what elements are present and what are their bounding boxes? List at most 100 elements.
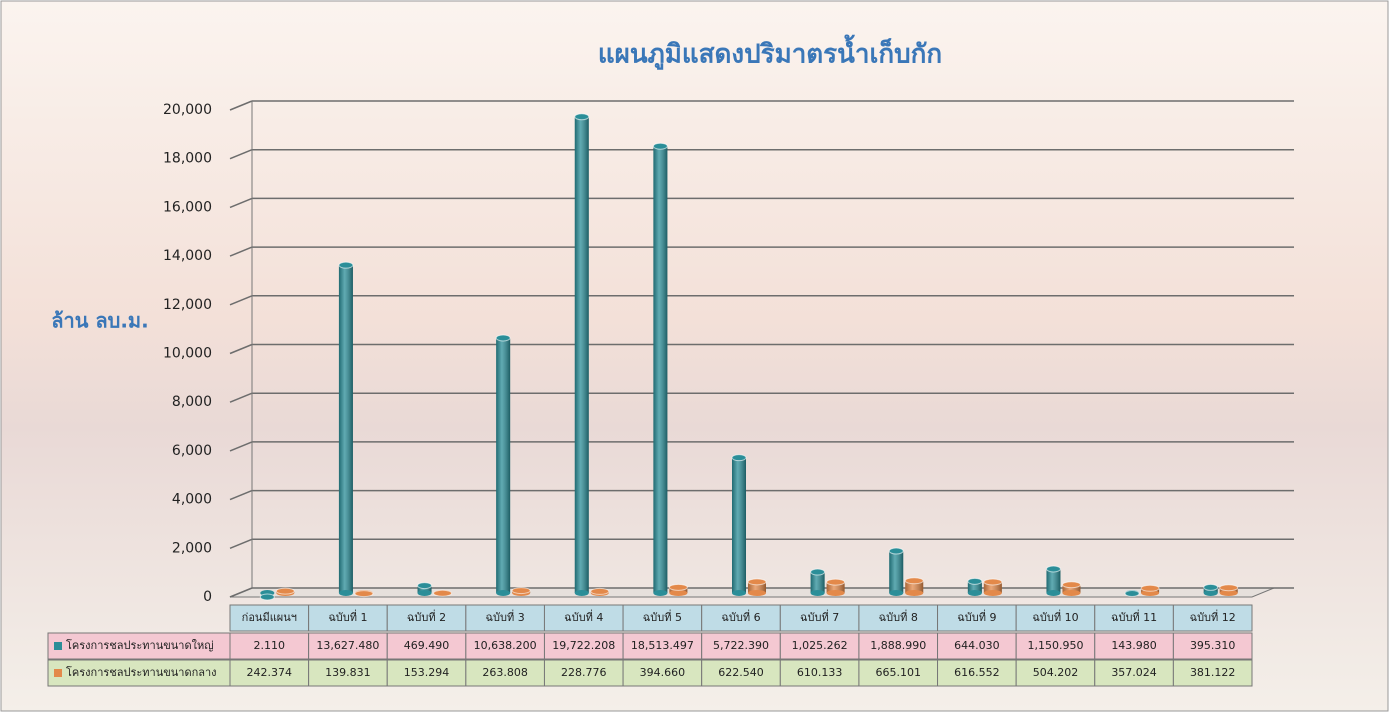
data-label: 153.294 (404, 666, 450, 679)
bar-top (276, 588, 294, 594)
bar-top (339, 262, 353, 268)
data-label: 610.133 (797, 666, 843, 679)
x-tick-label: ฉบับที่ 3 (486, 609, 525, 624)
bar-top (732, 455, 746, 461)
x-tick-label: ฉบับที่ 4 (564, 609, 603, 624)
bar-top (575, 114, 589, 120)
bar-top (512, 588, 530, 594)
data-label: 143.980 (1111, 639, 1157, 652)
bar-top (1204, 584, 1218, 590)
bar-top (748, 579, 766, 585)
x-tick-label: ฉบับที่ 6 (721, 609, 760, 624)
x-tick-label: ฉบับที่ 1 (328, 609, 367, 624)
data-label: 644.030 (954, 639, 1000, 652)
x-tick-label: ฉบับที่ 10 (1032, 609, 1078, 624)
x-tick-label: ฉบับที่ 5 (643, 609, 682, 624)
data-label: 394.660 (640, 666, 686, 679)
data-label: 622.540 (718, 666, 764, 679)
legend-swatch (54, 642, 62, 650)
x-tick-label: ฉบับที่ 8 (879, 609, 918, 624)
x-tick-label: ฉบับที่ 9 (957, 609, 996, 624)
y-tick-label: 16,000 (163, 199, 212, 215)
legend-label: โครงการชลประทานขนาดใหญ่ (66, 638, 214, 652)
bar-shade (889, 551, 903, 593)
data-label: 504.202 (1033, 666, 1079, 679)
data-label: 18,513.497 (631, 639, 694, 652)
data-label: 139.831 (325, 666, 371, 679)
bar-base (748, 590, 766, 596)
data-label: 263.808 (482, 666, 528, 679)
bar-top (1046, 566, 1060, 572)
y-tick-label: 8,000 (172, 394, 212, 410)
y-tick-label: 14,000 (163, 248, 212, 264)
data-label: 469.490 (404, 639, 450, 652)
bar-base (575, 590, 589, 596)
bar-top (827, 579, 845, 585)
bar-base (1062, 590, 1080, 596)
data-label: 10,638.200 (474, 639, 537, 652)
bar-top (968, 578, 982, 584)
chart-title: แผนภูมิแสดงปริมาตรน้ำเก็บกัก (598, 34, 942, 71)
bar-top (355, 591, 373, 597)
data-label: 1,888.990 (870, 639, 926, 652)
bar-base (968, 590, 982, 596)
data-label: 381.122 (1190, 666, 1236, 679)
bar-top (418, 583, 432, 589)
y-tick-label: 0 (203, 589, 212, 605)
y-axis-label: ล้าน ลบ.ม. (51, 309, 148, 333)
legend-label: โครงการชลประทานขนาดกลาง (66, 665, 217, 679)
data-label: 2.110 (254, 639, 286, 652)
bar-top (811, 569, 825, 575)
bar-base (811, 590, 825, 596)
bar-top (1141, 585, 1159, 591)
y-tick-label: 12,000 (163, 297, 212, 313)
y-tick-label: 10,000 (163, 346, 212, 362)
legend-swatch (54, 669, 62, 677)
data-label: 19,722.208 (552, 639, 615, 652)
data-label: 616.552 (954, 666, 1000, 679)
bar-base (1204, 590, 1218, 596)
bar-top (591, 588, 609, 594)
data-label: 665.101 (875, 666, 921, 679)
x-tick-label: ฉบับที่ 2 (407, 609, 446, 624)
bar-top (1220, 585, 1238, 591)
bar-shade (653, 146, 667, 593)
bar-base (669, 590, 687, 596)
data-label: 242.374 (247, 666, 293, 679)
data-label: 1,150.950 (1027, 639, 1083, 652)
bar-top (905, 578, 923, 584)
bar-base (1046, 590, 1060, 596)
bar-shade (732, 458, 746, 593)
bar-top (1062, 582, 1080, 588)
bar-base (905, 590, 923, 596)
bar-base (984, 590, 1002, 596)
y-tick-label: 6,000 (172, 443, 212, 459)
bar-base (889, 590, 903, 596)
bar-shade (575, 117, 589, 593)
data-label: 1,025.262 (792, 639, 848, 652)
bar-top (984, 579, 1002, 585)
bar-top (434, 590, 452, 596)
data-label: 395.310 (1190, 639, 1236, 652)
x-tick-label: ก่อนมีแผนฯ (242, 611, 297, 624)
data-label: 357.024 (1111, 666, 1157, 679)
x-tick-label: ฉบับที่ 7 (800, 609, 839, 624)
y-tick-label: 20,000 (163, 102, 212, 118)
bar-top (496, 335, 510, 341)
bar-top (669, 584, 687, 590)
bar-top (1125, 590, 1139, 596)
y-tick-label: 2,000 (172, 540, 212, 556)
x-tick-label: ฉบับที่ 12 (1190, 609, 1236, 624)
data-label: 13,627.480 (316, 639, 379, 652)
bar-shade (339, 265, 353, 593)
bar-base (732, 590, 746, 596)
y-tick-label: 18,000 (163, 151, 212, 167)
data-label: 228.776 (561, 666, 607, 679)
bar-base (496, 590, 510, 596)
bar-top (260, 594, 274, 600)
bar-top (889, 548, 903, 554)
x-tick-label: ฉบับที่ 11 (1111, 609, 1157, 624)
chart: แผนภูมิแสดงปริมาตรน้ำเก็บกัก ล้าน ลบ.ม. … (0, 0, 1389, 712)
bar-shade (496, 338, 510, 593)
bar-base (653, 590, 667, 596)
